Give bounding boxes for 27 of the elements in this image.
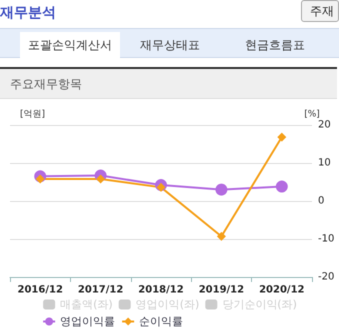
- y2-tick-label: 20: [318, 120, 331, 130]
- x-tick-label: 2016/12: [17, 284, 63, 296]
- legend-label: 순이익률: [139, 315, 184, 328]
- y2-tick-label: -20: [318, 272, 334, 282]
- x-tick-label: 2018/12: [138, 284, 184, 296]
- text: 재무분석: [0, 4, 56, 22]
- text: 재무상태표: [139, 37, 201, 54]
- point: [276, 180, 288, 193]
- y2-tick-label: -10: [318, 234, 334, 244]
- legend-label: 영업이익률: [60, 315, 116, 328]
- point: [156, 182, 166, 192]
- y-axis-title: [억원]: [20, 110, 46, 120]
- text: 주재: [301, 0, 339, 22]
- point: [216, 232, 226, 241]
- x-tick-label: 2017/12: [78, 284, 124, 296]
- y2-tick-label: 0: [318, 196, 324, 206]
- point: [36, 174, 45, 184]
- text: 현금흐름표: [244, 37, 306, 54]
- y2-tick-label: 10: [318, 158, 331, 168]
- x-tick-label: 2020/12: [259, 284, 305, 296]
- point: [96, 174, 106, 184]
- text: 주요재무항목: [0, 69, 337, 99]
- y2-axis-title: [%]: [304, 110, 320, 120]
- x-tick-label: 2019/12: [198, 284, 244, 296]
- point: [277, 132, 286, 142]
- point: [215, 184, 228, 196]
- text: 포괄손익계산서: [20, 32, 120, 58]
